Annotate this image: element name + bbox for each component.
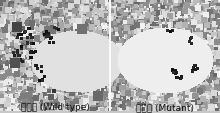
Text: 野生型 (Wild type): 野生型 (Wild type) bbox=[20, 102, 90, 111]
Text: 突変体 (Mutant): 突変体 (Mutant) bbox=[136, 102, 194, 111]
